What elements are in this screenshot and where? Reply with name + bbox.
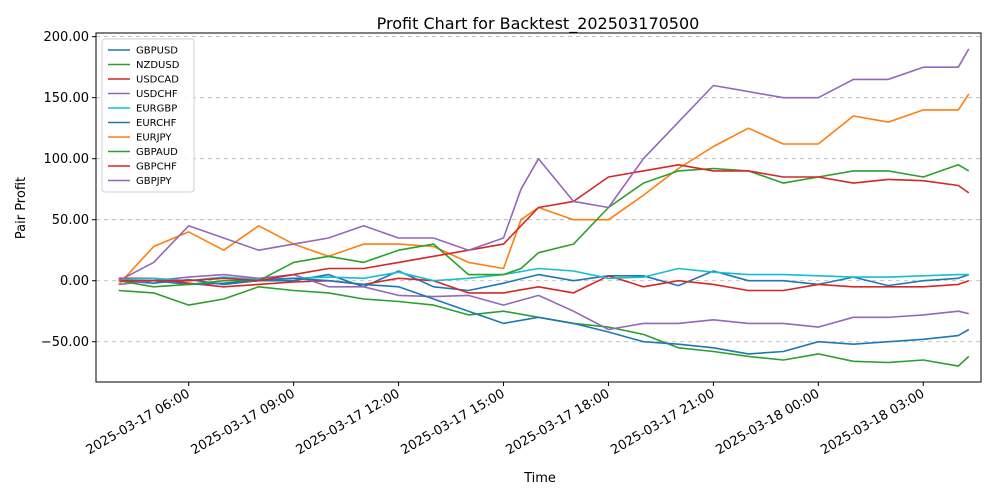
y-tick-label: 150.00 — [44, 91, 90, 106]
legend-box — [101, 38, 195, 193]
y-tick-label: 50.00 — [52, 213, 89, 228]
y-tick-label: 0.00 — [60, 274, 89, 289]
y-tick-label: 200.00 — [44, 30, 90, 45]
series-lines — [118, 48, 970, 367]
series-line-gbpchf — [118, 164, 970, 282]
legend-label: GBPJPY — [136, 176, 172, 187]
x-axis-label: Time — [523, 471, 556, 486]
plot-frame — [95, 32, 982, 383]
series-line-usdcad — [118, 274, 970, 294]
legend: GBPUSD NZDUSD USDCAD USDCHF EURGBP EURCHF EURJ… — [101, 38, 195, 193]
legend-label: USDCAD — [136, 75, 179, 86]
legend-label: NZDUSD — [136, 60, 180, 71]
y-tick-label: 100.00 — [44, 152, 90, 167]
legend-label: EURCHF — [136, 118, 177, 129]
series-line-gbpjpy — [118, 48, 970, 282]
legend-label: GBPUSD — [136, 46, 178, 57]
chart-title: Profit Chart for Backtest_202503170500 — [377, 14, 700, 34]
legend-label: USDCHF — [136, 89, 178, 100]
y-tick-label: −50.00 — [41, 335, 89, 350]
y-axis: −50.00 0.00 50.00 100.00 150.00 200.00 — [41, 30, 96, 350]
legend-label: EURGBP — [136, 104, 177, 115]
y-axis-label: Pair Profit — [14, 177, 29, 239]
legend-label: EURJPY — [136, 133, 172, 144]
series-line-gbpaud — [118, 164, 970, 288]
legend-label: GBPAUD — [136, 147, 178, 158]
legend-label: GBPCHF — [136, 162, 177, 173]
